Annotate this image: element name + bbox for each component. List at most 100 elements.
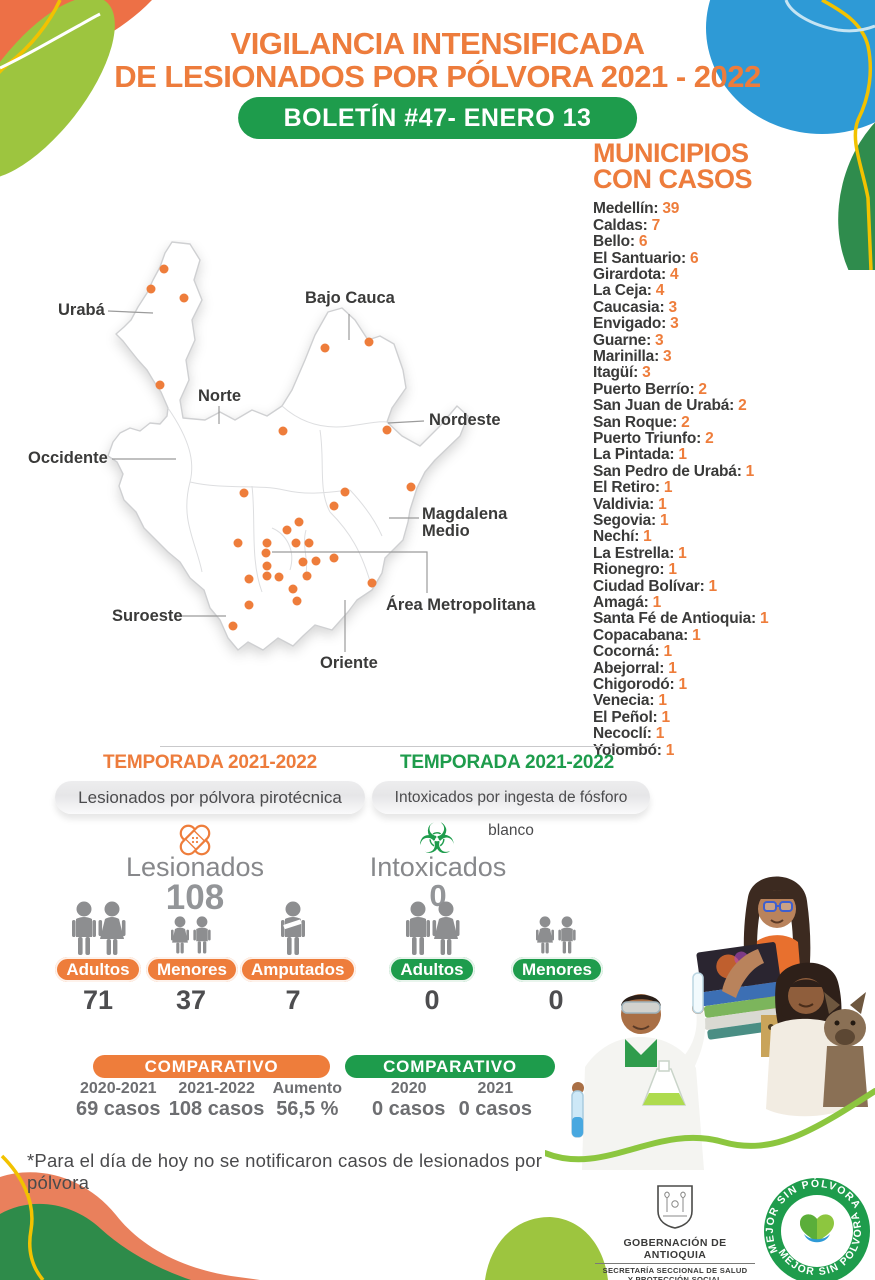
- comparativo-col: 2021-2022 108 casos: [168, 1080, 265, 1121]
- municipio-name: Puerto Triunfo:: [593, 429, 702, 447]
- municipio-count: 1: [692, 626, 701, 644]
- municipio-count: 1: [655, 725, 665, 743]
- stat-group-menores-fosforo: Menores 0: [511, 900, 603, 1016]
- adultos-fosforo-count: 0: [424, 985, 440, 1015]
- comp-label: 2021-2022: [178, 1080, 255, 1097]
- municipio-count: 1: [759, 610, 769, 628]
- decor-bottom-center: [485, 1217, 608, 1280]
- adults-icon: [72, 901, 126, 955]
- season-right-subtitle: Intoxicados por ingesta de fósforo blanc…: [372, 781, 650, 839]
- municipio-count: 1: [652, 594, 662, 612]
- municipio-count: 1: [678, 676, 688, 694]
- municipio-count: 4: [655, 282, 665, 300]
- municipio-name: La Ceja:: [593, 282, 652, 300]
- municipio-row: San Pedro de Urabá: 1: [593, 462, 871, 480]
- page-title: VIGILANCIA INTENSIFICADA DE LESIONADOS P…: [0, 27, 875, 94]
- comparativo-col: 2021 0 casos: [458, 1080, 532, 1121]
- bandaid-icon: [179, 824, 211, 856]
- municipio-row: Chigorodó: 1: [593, 676, 871, 694]
- municipio-count: 1: [708, 577, 718, 595]
- municipio-name: Itagüí:: [593, 364, 639, 382]
- municipio-row: Cocorná: 1: [593, 644, 871, 660]
- municipio-name: Puerto Berrío:: [593, 380, 695, 398]
- municipio-name: San Pedro de Urabá:: [593, 462, 742, 480]
- adultos-pill: Adultos: [55, 957, 141, 982]
- map-label-suroeste: Suroeste: [112, 607, 183, 625]
- menores-count: 37: [175, 985, 207, 1015]
- municipio-count: 2: [705, 429, 714, 447]
- municipio-row: La Ceja: 4: [593, 283, 871, 299]
- municipio-count: 1: [665, 741, 675, 759]
- map-label-oriente: Oriente: [320, 654, 378, 672]
- municipio-count: 1: [745, 462, 755, 480]
- antioquia-map: Urabá Bajo Cauca Norte Nordeste Occident…: [20, 240, 580, 685]
- municipio-name: Caldas:: [593, 216, 648, 234]
- decor-bottom-left: [0, 1154, 260, 1280]
- section-divider: [160, 746, 657, 747]
- municipio-row: Valdivia: 1: [593, 495, 871, 513]
- case-dots: [146, 264, 416, 631]
- municipio-count: 3: [642, 364, 651, 382]
- antioquia-map-svg: [107, 241, 469, 652]
- map-label-norte: Norte: [198, 387, 242, 405]
- map-label-bajo-cauca: Bajo Cauca: [305, 289, 395, 307]
- municipio-name: La Estrella:: [593, 544, 675, 562]
- municipio-row: La Estrella: 1: [593, 544, 871, 562]
- comp-label: Aumento: [272, 1080, 342, 1097]
- lesionados-label: Lesionados: [125, 852, 265, 882]
- municipio-row: El Retiro: 1: [593, 479, 871, 496]
- adultos-count: 71: [82, 985, 114, 1015]
- map-label-magdalena-medio: Magdalena Medio: [422, 506, 507, 539]
- municipio-row: Girardota: 4: [593, 265, 871, 283]
- stat-group-menores-polvora: Menores 37: [146, 900, 238, 1016]
- municipios-heading-line2: CON CASOS: [593, 163, 753, 194]
- municipio-count: 1: [678, 544, 687, 562]
- label-connectors: [107, 310, 428, 652]
- municipio-count: 2: [738, 397, 747, 415]
- map-label-magdalena-line2: Medio: [422, 521, 470, 540]
- municipio-row: San Roque: 2: [593, 413, 871, 431]
- comparativo-fosforo-columns: 2020 0 casos 2021 0 casos: [372, 1080, 532, 1121]
- municipio-row: Segovia: 1: [593, 512, 871, 529]
- municipio-name: Nechí:: [593, 528, 640, 546]
- municipio-count: 4: [669, 265, 679, 283]
- lesionados-total: 108: [165, 878, 225, 917]
- comp-value: 108 casos: [168, 1097, 265, 1120]
- municipio-name: Venecia:: [593, 692, 655, 710]
- adults-icon-green-group: [406, 901, 460, 955]
- municipio-name: Ciudad Bolívar:: [593, 577, 705, 595]
- amputee-icon: [281, 901, 305, 955]
- municipio-name: Guarne:: [593, 331, 652, 349]
- comp-label: 2020: [390, 1080, 427, 1097]
- municipio-row: Puerto Berrío: 2: [593, 380, 871, 398]
- comp-value: 0 casos: [458, 1097, 532, 1120]
- municipio-name: Segovia:: [593, 512, 657, 529]
- municipio-row: Caldas: 7: [593, 216, 871, 234]
- municipio-count: 7: [651, 216, 661, 234]
- municipio-name: Santa Fé de Antioquia:: [593, 610, 756, 628]
- comp-value: 56,5 %: [276, 1097, 339, 1120]
- municipio-count: 3: [668, 298, 677, 316]
- municipio-name: El Peñol:: [593, 708, 658, 726]
- municipio-count: 6: [690, 249, 699, 267]
- comparativo-col: 2020-2021 69 casos: [76, 1080, 161, 1121]
- municipio-name: Amagá:: [593, 594, 649, 612]
- mejor-sin-polvora-badge: MEJOR SIN PÓLVORA · MEJOR SIN PÓLVORA ·: [760, 1174, 874, 1280]
- municipio-row: Guarne: 3: [593, 331, 871, 349]
- municipio-name: Envigado:: [593, 315, 667, 333]
- menores-fosforo-count: 0: [548, 985, 564, 1015]
- children-photo-illustration: [545, 876, 875, 1170]
- municipio-name: Abejorral:: [593, 659, 665, 677]
- municipio-count: 3: [663, 347, 672, 365]
- comparativo-fosforo-title: COMPARATIVO: [345, 1055, 555, 1078]
- map-label-area-metropolitana: Área Metropolitana: [386, 596, 536, 614]
- municipio-row: El Peñol: 1: [593, 708, 871, 726]
- secretaria-line2: Y PROTECCIÓN SOCIAL: [627, 1275, 723, 1280]
- municipio-count: 1: [658, 495, 667, 513]
- intoxicados-label: Intoxicados: [369, 852, 507, 882]
- municipio-name: San Roque:: [593, 413, 678, 431]
- municipio-count: 2: [681, 413, 690, 431]
- adultos-fosforo-pill: Adultos: [389, 957, 475, 982]
- municipio-name: Girardota:: [593, 265, 666, 283]
- stat-group-amputados: Amputados 7: [240, 900, 356, 1016]
